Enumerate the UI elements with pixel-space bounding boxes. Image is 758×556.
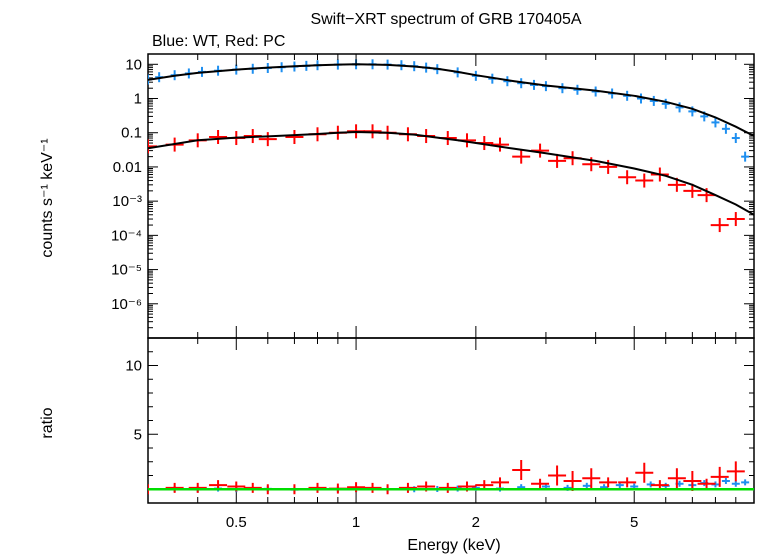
- ratio-ytick-label: 5: [134, 426, 142, 443]
- ytick-label: 10⁻⁶: [111, 296, 142, 313]
- spectrum-frame: [147, 53, 755, 339]
- ratio-frame: [147, 337, 755, 504]
- xtick-label: 0.5: [226, 514, 247, 531]
- model-line-model-PC: [148, 130, 754, 216]
- spectrum-data: [148, 59, 754, 233]
- ytick-label: 0.1: [121, 125, 142, 142]
- ytick-label: 10⁻⁴: [111, 227, 142, 244]
- xtick-label: 5: [630, 514, 638, 531]
- ytick-label: 0.01: [113, 159, 142, 176]
- ytick-label: 10⁻⁵: [111, 262, 142, 279]
- ytick-label: 1: [134, 91, 142, 108]
- ratio-ytick-label: 10: [125, 358, 142, 375]
- ytick-label: 10: [125, 56, 142, 73]
- xlabel: Energy (keV): [407, 537, 500, 554]
- model-line-model-WT: [148, 63, 754, 137]
- xtick-label: 2: [472, 514, 480, 531]
- top-ylabel: counts s⁻¹ keV⁻¹: [39, 138, 56, 257]
- xtick-label: 1: [352, 514, 360, 531]
- ratio-data: [148, 460, 754, 495]
- spectrum-panel: 10 1 0.1 0.01 10⁻³ 10⁻⁴ 10⁻⁵ 10⁻⁶: [111, 53, 755, 339]
- chart-subtitle: Blue: WT, Red: PC: [152, 33, 285, 50]
- chart-title: Swift−XRT spectrum of GRB 170405A: [310, 11, 581, 28]
- ratio-panel: 10 5 0.5 1 2 5: [125, 326, 755, 531]
- bottom-ylabel: ratio: [39, 407, 56, 438]
- ytick-label: 10⁻³: [112, 193, 142, 210]
